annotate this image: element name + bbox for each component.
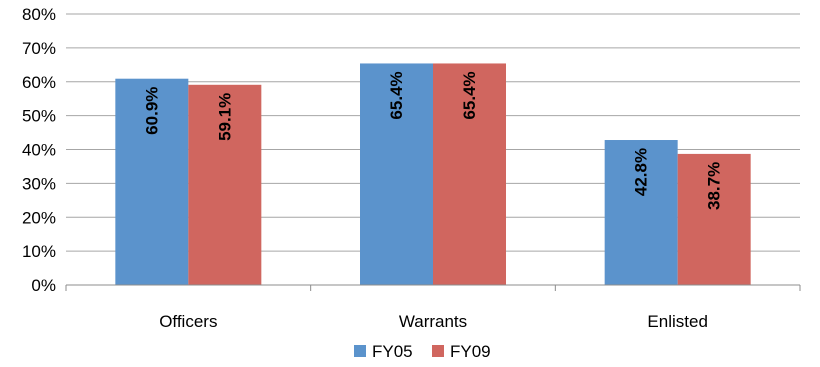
category-label-enlisted: Enlisted	[647, 312, 707, 331]
bar-fy09-officers	[188, 84, 262, 285]
data-label: 59.1%	[215, 93, 234, 141]
y-tick-label: 0%	[31, 276, 56, 295]
y-tick-label: 10%	[22, 242, 56, 261]
data-label: 65.4%	[460, 71, 479, 119]
y-tick-label: 50%	[22, 107, 56, 126]
data-label: 60.9%	[142, 87, 161, 135]
data-label: 42.8%	[632, 148, 651, 196]
bar-fy05-enlisted	[604, 140, 678, 285]
legend-swatch-fy05	[354, 345, 366, 357]
category-label-officers: Officers	[159, 312, 217, 331]
y-tick-label: 30%	[22, 174, 56, 193]
bar-fy05-officers	[115, 78, 189, 285]
y-tick-label: 40%	[22, 141, 56, 160]
data-label: 65.4%	[387, 71, 406, 119]
y-tick-label: 60%	[22, 73, 56, 92]
category-label-warrants: Warrants	[399, 312, 467, 331]
y-axis-ticks: 0% 10% 20% 30% 40% 50% 60% 70% 80%	[22, 5, 56, 295]
y-tick-label: 80%	[22, 5, 56, 24]
bar-fy09-warrants	[433, 63, 506, 285]
x-axis-categories: Officers Warrants Enlisted	[159, 312, 708, 331]
legend-label-fy09: FY09	[450, 342, 491, 361]
bars: 60.9% 59.1% 65.4% 65.4% 42.8% 38.7%	[115, 63, 751, 285]
data-label: 38.7%	[705, 162, 724, 210]
bar-fy09-enlisted	[677, 153, 751, 285]
legend-label-fy05: FY05	[372, 342, 413, 361]
legend: FY05 FY09	[354, 342, 491, 361]
y-tick-label: 70%	[22, 39, 56, 58]
x-axis	[65, 284, 801, 291]
bar-fy05-warrants	[360, 63, 433, 285]
legend-swatch-fy09	[432, 345, 444, 357]
y-tick-label: 20%	[22, 208, 56, 227]
